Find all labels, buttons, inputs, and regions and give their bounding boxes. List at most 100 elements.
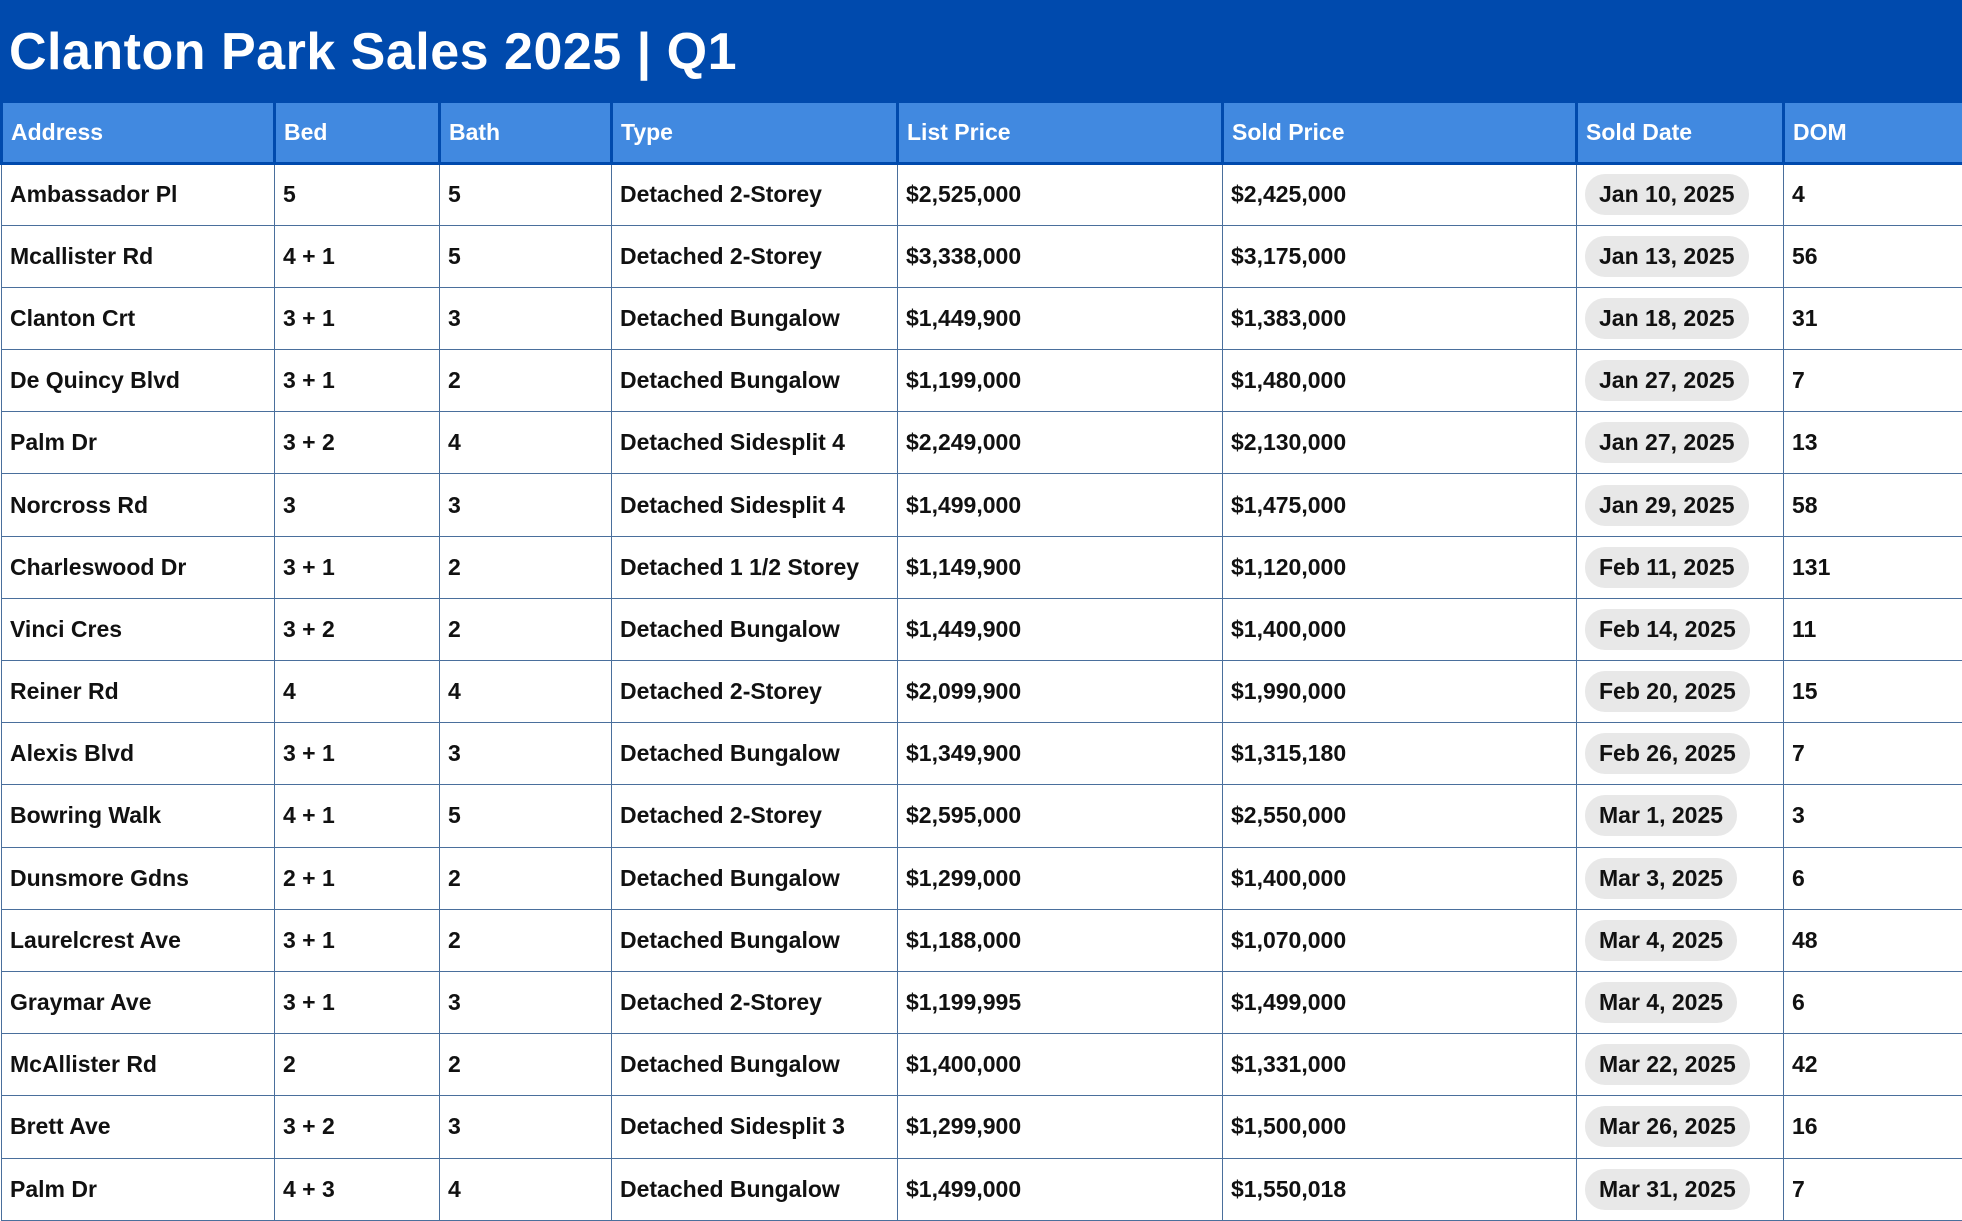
- cell-dom: 131: [1784, 536, 1962, 598]
- cell-bed: 2: [275, 1034, 440, 1096]
- cell-type: Detached Bungalow: [612, 287, 898, 349]
- cell-type: Detached 2-Storey: [612, 661, 898, 723]
- cell-address: Charleswood Dr: [2, 536, 275, 598]
- cell-sold-date: Feb 11, 2025: [1577, 536, 1784, 598]
- sold-date-badge: Mar 1, 2025: [1585, 795, 1737, 836]
- cell-sold-date: Jan 27, 2025: [1577, 350, 1784, 412]
- sold-date-badge: Jan 13, 2025: [1585, 236, 1749, 277]
- cell-sold-date: Mar 4, 2025: [1577, 971, 1784, 1033]
- cell-sold-price: $1,400,000: [1223, 598, 1577, 660]
- cell-bed: 4 + 1: [275, 225, 440, 287]
- cell-dom: 16: [1784, 1096, 1962, 1158]
- cell-type: Detached 2-Storey: [612, 163, 898, 225]
- cell-bed: 3 + 2: [275, 598, 440, 660]
- cell-list-price: $1,449,900: [898, 598, 1223, 660]
- cell-dom: 11: [1784, 598, 1962, 660]
- cell-type: Detached Bungalow: [612, 598, 898, 660]
- cell-bath: 2: [440, 1034, 612, 1096]
- cell-list-price: $1,188,000: [898, 909, 1223, 971]
- cell-sold-date: Jan 27, 2025: [1577, 412, 1784, 474]
- cell-sold-price: $1,990,000: [1223, 661, 1577, 723]
- cell-address: Reiner Rd: [2, 661, 275, 723]
- cell-dom: 15: [1784, 661, 1962, 723]
- cell-bed: 3 + 1: [275, 536, 440, 598]
- cell-type: Detached Bungalow: [612, 1158, 898, 1220]
- cell-sold-date: Jan 13, 2025: [1577, 225, 1784, 287]
- cell-bath: 2: [440, 909, 612, 971]
- cell-sold-price: $1,383,000: [1223, 287, 1577, 349]
- cell-bath: 2: [440, 598, 612, 660]
- cell-bed: 4 + 1: [275, 785, 440, 847]
- cell-bath: 3: [440, 287, 612, 349]
- cell-list-price: $1,199,995: [898, 971, 1223, 1033]
- cell-address: Dunsmore Gdns: [2, 847, 275, 909]
- cell-bath: 2: [440, 350, 612, 412]
- cell-bed: 3 + 1: [275, 971, 440, 1033]
- cell-type: Detached Sidesplit 4: [612, 412, 898, 474]
- sold-date-badge: Mar 3, 2025: [1585, 858, 1737, 899]
- cell-dom: 48: [1784, 909, 1962, 971]
- sold-date-badge: Mar 22, 2025: [1585, 1044, 1750, 1085]
- cell-sold-date: Feb 14, 2025: [1577, 598, 1784, 660]
- cell-list-price: $2,249,000: [898, 412, 1223, 474]
- cell-type: Detached 2-Storey: [612, 225, 898, 287]
- cell-type: Detached Bungalow: [612, 847, 898, 909]
- cell-address: Bowring Walk: [2, 785, 275, 847]
- cell-list-price: $1,299,900: [898, 1096, 1223, 1158]
- cell-sold-price: $1,500,000: [1223, 1096, 1577, 1158]
- cell-bed: 5: [275, 163, 440, 225]
- sold-date-badge: Jan 29, 2025: [1585, 485, 1749, 526]
- cell-sold-price: $1,120,000: [1223, 536, 1577, 598]
- cell-sold-date: Mar 31, 2025: [1577, 1158, 1784, 1220]
- sold-date-badge: Feb 11, 2025: [1585, 547, 1749, 588]
- cell-bath: 4: [440, 1158, 612, 1220]
- sold-date-badge: Feb 20, 2025: [1585, 671, 1750, 712]
- cell-bed: 3: [275, 474, 440, 536]
- cell-sold-price: $1,499,000: [1223, 971, 1577, 1033]
- cell-dom: 3: [1784, 785, 1962, 847]
- cell-sold-price: $1,070,000: [1223, 909, 1577, 971]
- cell-bed: 3 + 2: [275, 1096, 440, 1158]
- page-title: Clanton Park Sales 2025 | Q1: [0, 0, 1962, 103]
- column-header-dom: DOM: [1784, 103, 1962, 163]
- cell-bath: 4: [440, 661, 612, 723]
- cell-sold-price: $2,130,000: [1223, 412, 1577, 474]
- cell-type: Detached 2-Storey: [612, 785, 898, 847]
- sold-date-badge: Jan 10, 2025: [1585, 174, 1749, 215]
- cell-address: Palm Dr: [2, 412, 275, 474]
- cell-type: Detached Sidesplit 4: [612, 474, 898, 536]
- cell-sold-price: $1,480,000: [1223, 350, 1577, 412]
- cell-dom: 7: [1784, 723, 1962, 785]
- cell-bath: 5: [440, 163, 612, 225]
- cell-list-price: $2,595,000: [898, 785, 1223, 847]
- cell-bed: 3 + 1: [275, 287, 440, 349]
- cell-bed: 4: [275, 661, 440, 723]
- cell-dom: 58: [1784, 474, 1962, 536]
- sold-date-badge: Jan 27, 2025: [1585, 422, 1749, 463]
- cell-dom: 6: [1784, 847, 1962, 909]
- cell-dom: 6: [1784, 971, 1962, 1033]
- cell-address: De Quincy Blvd: [2, 350, 275, 412]
- cell-address: Vinci Cres: [2, 598, 275, 660]
- cell-address: Alexis Blvd: [2, 723, 275, 785]
- column-header-bath: Bath: [440, 103, 612, 163]
- cell-list-price: $1,299,000: [898, 847, 1223, 909]
- cell-address: Clanton Crt: [2, 287, 275, 349]
- sold-date-badge: Jan 27, 2025: [1585, 360, 1749, 401]
- cell-type: Detached Bungalow: [612, 723, 898, 785]
- cell-list-price: $1,349,900: [898, 723, 1223, 785]
- cell-bed: 3 + 1: [275, 723, 440, 785]
- cell-dom: 4: [1784, 163, 1962, 225]
- cell-address: Mcallister Rd: [2, 225, 275, 287]
- sold-date-badge: Feb 26, 2025: [1585, 733, 1750, 774]
